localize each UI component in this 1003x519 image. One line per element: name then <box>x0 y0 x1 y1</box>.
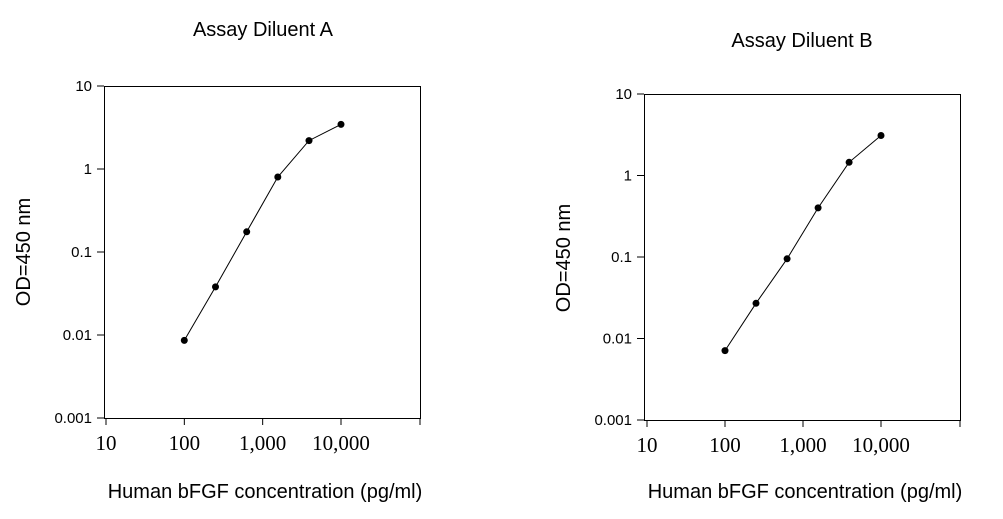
y-tick-label: 0.001 <box>54 410 92 427</box>
x-tick-label: 100 <box>709 433 741 457</box>
y-tick-label: 0.1 <box>71 244 92 261</box>
chart-title: Assay Diluent A <box>193 19 334 41</box>
plot-frame <box>104 86 421 419</box>
data-point <box>783 255 791 263</box>
data-series <box>180 120 345 344</box>
chart-assay-diluent-a: Assay Diluent A 0.001 0.01 0.1 1 10 10 100 1,0… <box>13 19 422 503</box>
series-line <box>183 123 342 341</box>
x-tick-label: 10 <box>96 431 117 455</box>
data-point <box>845 158 853 166</box>
chart-title: Assay Diluent B <box>731 30 872 52</box>
data-series <box>721 132 885 355</box>
plot-frame <box>644 94 961 421</box>
x-tick-label: 10,000 <box>852 433 910 457</box>
data-point <box>180 336 188 344</box>
data-point <box>752 299 760 307</box>
x-tick-label: 1,000 <box>239 431 286 455</box>
data-point <box>721 347 729 355</box>
y-tick-label: 1 <box>84 161 92 178</box>
data-point <box>814 204 822 212</box>
data-point <box>305 137 313 145</box>
y-axis-label: OD=450 nm <box>553 204 575 312</box>
chart-assay-diluent-b: Assay Diluent B 0.001 0.01 0.1 1 10 10 100 1,0… <box>553 30 962 503</box>
x-axis-label: Human bFGF concentration (pg/ml) <box>108 481 423 503</box>
data-point <box>212 283 219 291</box>
y-tick-labels: 0.001 0.01 0.1 1 10 <box>54 78 92 427</box>
tick-marks <box>637 93 961 427</box>
y-axis-label: OD=450 nm <box>13 198 35 306</box>
y-tick-label: 0.01 <box>603 331 632 348</box>
y-tick-label: 1 <box>624 168 632 185</box>
x-tick-labels: 10 100 1,000 10,000 <box>637 433 910 457</box>
x-tick-label: 100 <box>169 431 201 455</box>
data-point <box>243 228 251 236</box>
y-tick-label: 10 <box>615 86 632 103</box>
data-point <box>877 132 885 139</box>
y-tick-label: 0.01 <box>63 327 92 344</box>
y-tick-label: 10 <box>75 78 92 95</box>
y-tick-label: 0.001 <box>594 412 632 429</box>
x-tick-label: 10,000 <box>312 431 370 455</box>
x-tick-label: 1,000 <box>779 433 826 457</box>
x-tick-label: 10 <box>637 433 658 457</box>
tick-marks <box>97 85 421 425</box>
data-point <box>274 173 282 181</box>
series-line <box>724 135 882 351</box>
y-tick-labels: 0.001 0.01 0.1 1 10 <box>594 86 632 429</box>
y-tick-label: 0.1 <box>611 249 632 266</box>
x-tick-labels: 10 100 1,000 10,000 <box>96 431 370 455</box>
x-axis-label: Human bFGF concentration (pg/ml) <box>648 481 963 503</box>
data-point <box>337 120 345 128</box>
